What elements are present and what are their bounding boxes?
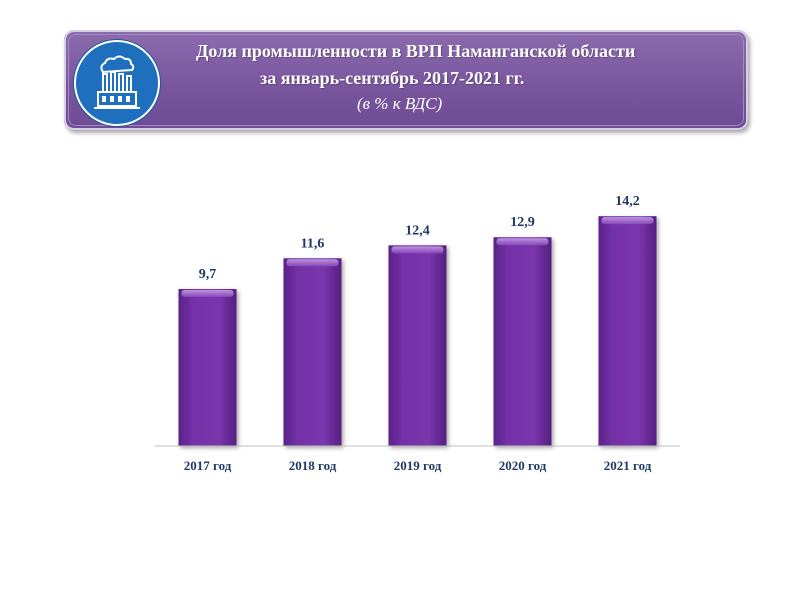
- bar-value-label: 9,7: [199, 267, 217, 282]
- bar-body: [178, 289, 237, 446]
- bar: [598, 216, 657, 446]
- category-label: 2017 год: [184, 458, 232, 473]
- bar-highlight: [496, 238, 549, 246]
- chart-title-line-1: Доля промышленности в ВРП Наманганской о…: [196, 41, 636, 61]
- category-label: 2021 год: [604, 458, 652, 473]
- bar-highlight: [601, 217, 654, 225]
- bar-value-label: 11,6: [301, 236, 325, 251]
- category-label: 2019 год: [394, 458, 442, 473]
- bar: [493, 237, 552, 446]
- bar-value-label: 12,9: [510, 215, 535, 230]
- title-banner: [64, 30, 748, 130]
- category-label: 2018 год: [289, 458, 337, 473]
- bar-body: [493, 237, 552, 446]
- bar-body: [283, 258, 342, 446]
- bar: [388, 245, 447, 446]
- bar-body: [388, 245, 447, 446]
- bar-highlight: [286, 259, 339, 267]
- bar: [178, 289, 237, 446]
- category-label: 2020 год: [499, 458, 547, 473]
- chart-title-line-2: за январь-сентябрь 2017-2021 гг.: [260, 68, 525, 88]
- bar-value-label: 12,4: [405, 223, 430, 238]
- bar-highlight: [181, 290, 234, 298]
- bar: [283, 258, 342, 446]
- title-banner-border: [68, 34, 744, 126]
- chart-subtitle: (в % к ВДС): [357, 94, 443, 113]
- factory-icon: [74, 40, 160, 126]
- bar-highlight: [391, 246, 444, 254]
- bar-value-label: 14,2: [615, 194, 640, 209]
- bar-body: [598, 216, 657, 446]
